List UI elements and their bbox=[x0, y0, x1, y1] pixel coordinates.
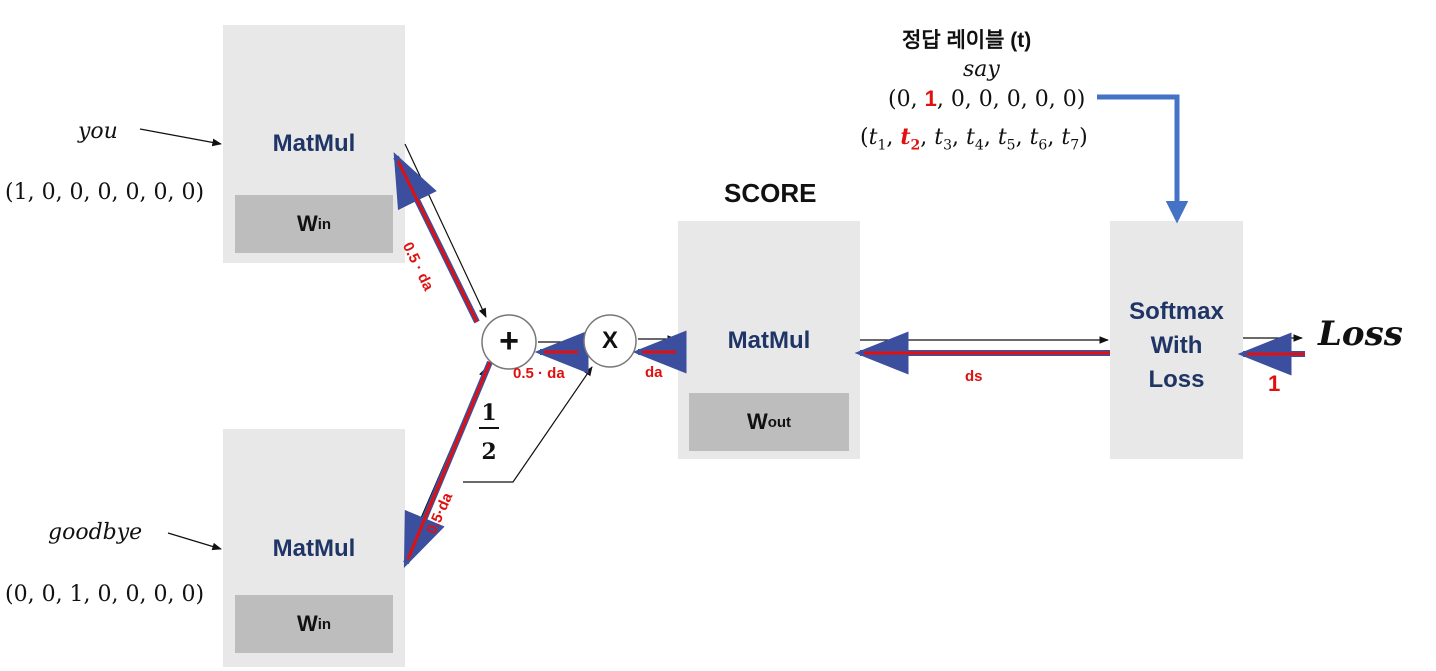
win-bottom-label: W bbox=[296, 611, 318, 636]
goodbye-arrow bbox=[167, 532, 222, 551]
t1-sub: 1 bbox=[877, 137, 887, 154]
t2-sub: 2 bbox=[910, 137, 921, 154]
backward-top-arrow bbox=[393, 152, 480, 324]
mul-symbol: X bbox=[601, 327, 618, 354]
win-top-sub: in bbox=[317, 215, 332, 233]
win-top-label: W bbox=[296, 211, 318, 236]
you-arrow bbox=[139, 128, 222, 147]
t2: t bbox=[900, 124, 911, 150]
label-vector-hot: 1 bbox=[924, 86, 937, 111]
half-edge bbox=[463, 366, 593, 483]
mul-node bbox=[583, 314, 637, 368]
input-word-you: you bbox=[78, 119, 118, 144]
t5: t bbox=[997, 125, 1007, 150]
label-vector: (0, 1, 0, 0, 0, 0, 0) bbox=[888, 86, 1085, 112]
add-node bbox=[481, 314, 537, 370]
label-arrow bbox=[1097, 94, 1189, 224]
label-word: say bbox=[963, 57, 1000, 82]
label-t-vector: (t1, t2, t3, t4, t5, t6, t7) bbox=[860, 124, 1088, 154]
label-vector-start: (0, bbox=[888, 87, 925, 112]
matmul-top-label: MatMul bbox=[272, 130, 356, 157]
t6-sub: 6 bbox=[1038, 137, 1048, 154]
score-matmul-label: MatMul bbox=[727, 327, 811, 354]
t7: t bbox=[1061, 125, 1071, 150]
grad-mul-to-score: da bbox=[645, 364, 663, 381]
score-title: SCORE bbox=[724, 178, 817, 208]
t6: t bbox=[1029, 125, 1039, 150]
t3: t bbox=[934, 125, 944, 150]
input-word-goodbye: goodbye bbox=[48, 520, 143, 545]
grad-score-to-softmax: ds bbox=[965, 368, 983, 385]
half-numerator: 1 bbox=[481, 400, 497, 426]
half-denominator: 2 bbox=[481, 439, 497, 465]
grad-loss: 1 bbox=[1268, 371, 1281, 396]
t4-sub: 4 bbox=[974, 137, 984, 154]
t7-sub: 7 bbox=[1070, 137, 1080, 154]
backward-bottom-arrow bbox=[403, 360, 493, 568]
label-title: 정답 레이블 (t) bbox=[902, 29, 1032, 52]
t4: t bbox=[966, 125, 975, 150]
win-bottom-sub: in bbox=[317, 615, 332, 633]
grad-add-to-mul: 0.5 · da bbox=[513, 365, 565, 382]
add-symbol: + bbox=[499, 322, 519, 360]
loss-label: Loss bbox=[1318, 314, 1403, 354]
top-forward-edge bbox=[404, 143, 487, 318]
t5-sub: 5 bbox=[1006, 137, 1016, 154]
input-vector-goodbye: (0, 0, 1, 0, 0, 0, 0) bbox=[5, 582, 205, 607]
softmax-line1: Softmax bbox=[1129, 298, 1224, 325]
t3-sub: 3 bbox=[943, 137, 953, 154]
softmax-box: Softmax With Loss bbox=[1110, 221, 1243, 459]
softmax-line2: With bbox=[1150, 332, 1203, 359]
label-vector-end: , 0, 0, 0, 0, 0) bbox=[936, 87, 1086, 112]
matmul-bottom-label: MatMul bbox=[272, 535, 356, 562]
softmax-label: Softmax With Loss bbox=[1110, 295, 1243, 397]
input-vector-you: (1, 0, 0, 0, 0, 0, 0) bbox=[5, 180, 205, 205]
softmax-line3: Loss bbox=[1148, 366, 1205, 393]
t1: t bbox=[868, 125, 878, 150]
wout-label: W bbox=[746, 409, 768, 434]
wout-sub: out bbox=[767, 413, 792, 431]
